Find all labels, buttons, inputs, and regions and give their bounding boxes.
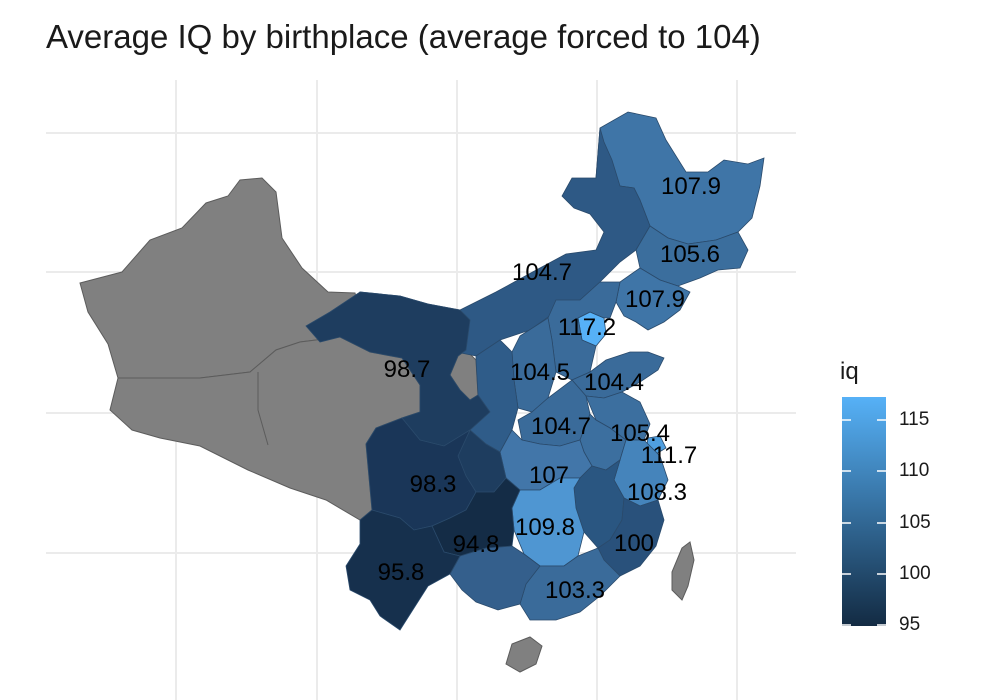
label-heilongjiang: 107.9 [661, 173, 721, 200]
region-hainan [505, 636, 543, 673]
legend-title: iq [840, 358, 859, 385]
region-hunan [511, 477, 585, 567]
label-liaoning: 107.9 [625, 286, 685, 313]
label-yunnan: 95.8 [378, 559, 425, 586]
label-hunan: 109.8 [515, 514, 575, 541]
region-labels: 107.9 105.6 104.7 107.9 117.2 98.7 104.5… [378, 173, 721, 604]
legend-tick-100: 100 [899, 563, 931, 584]
region-yunnan [345, 509, 461, 631]
label-hubei: 107 [529, 462, 569, 489]
label-sichuan: 98.3 [410, 471, 457, 498]
no-data-regions [79, 177, 695, 673]
region-taiwan [671, 541, 695, 601]
legend-colorbar [842, 397, 886, 626]
chart-title: Average IQ by birthplace (average forced… [46, 18, 761, 55]
region-qinghai-inner-border [257, 372, 269, 446]
region-guizhou [431, 477, 521, 557]
legend-tick-105: 105 [899, 512, 931, 533]
label-inner-mongolia: 104.7 [512, 259, 572, 286]
label-jiangsu: 105.4 [610, 420, 670, 447]
label-shanghai: 111.7 [641, 442, 698, 469]
data-regions [305, 111, 765, 631]
legend-tick-110: 110 [899, 460, 930, 481]
label-jiangxi: 100 [614, 530, 654, 557]
label-guangdong: 103.3 [545, 577, 605, 604]
label-zhejiang: 108.3 [627, 479, 687, 506]
region-fujian [597, 497, 665, 577]
label-henan: 104.7 [531, 413, 591, 440]
label-gansu: 98.7 [384, 356, 431, 383]
label-guizhou: 94.8 [453, 531, 500, 558]
legend-tick-95: 95 [899, 614, 921, 635]
label-shanxi: 104.5 [510, 359, 570, 386]
label-jilin: 105.6 [660, 241, 720, 268]
legend-tick-115: 115 [899, 409, 930, 430]
label-beijing: 117.2 [558, 314, 616, 341]
label-shandong: 104.4 [584, 369, 644, 396]
